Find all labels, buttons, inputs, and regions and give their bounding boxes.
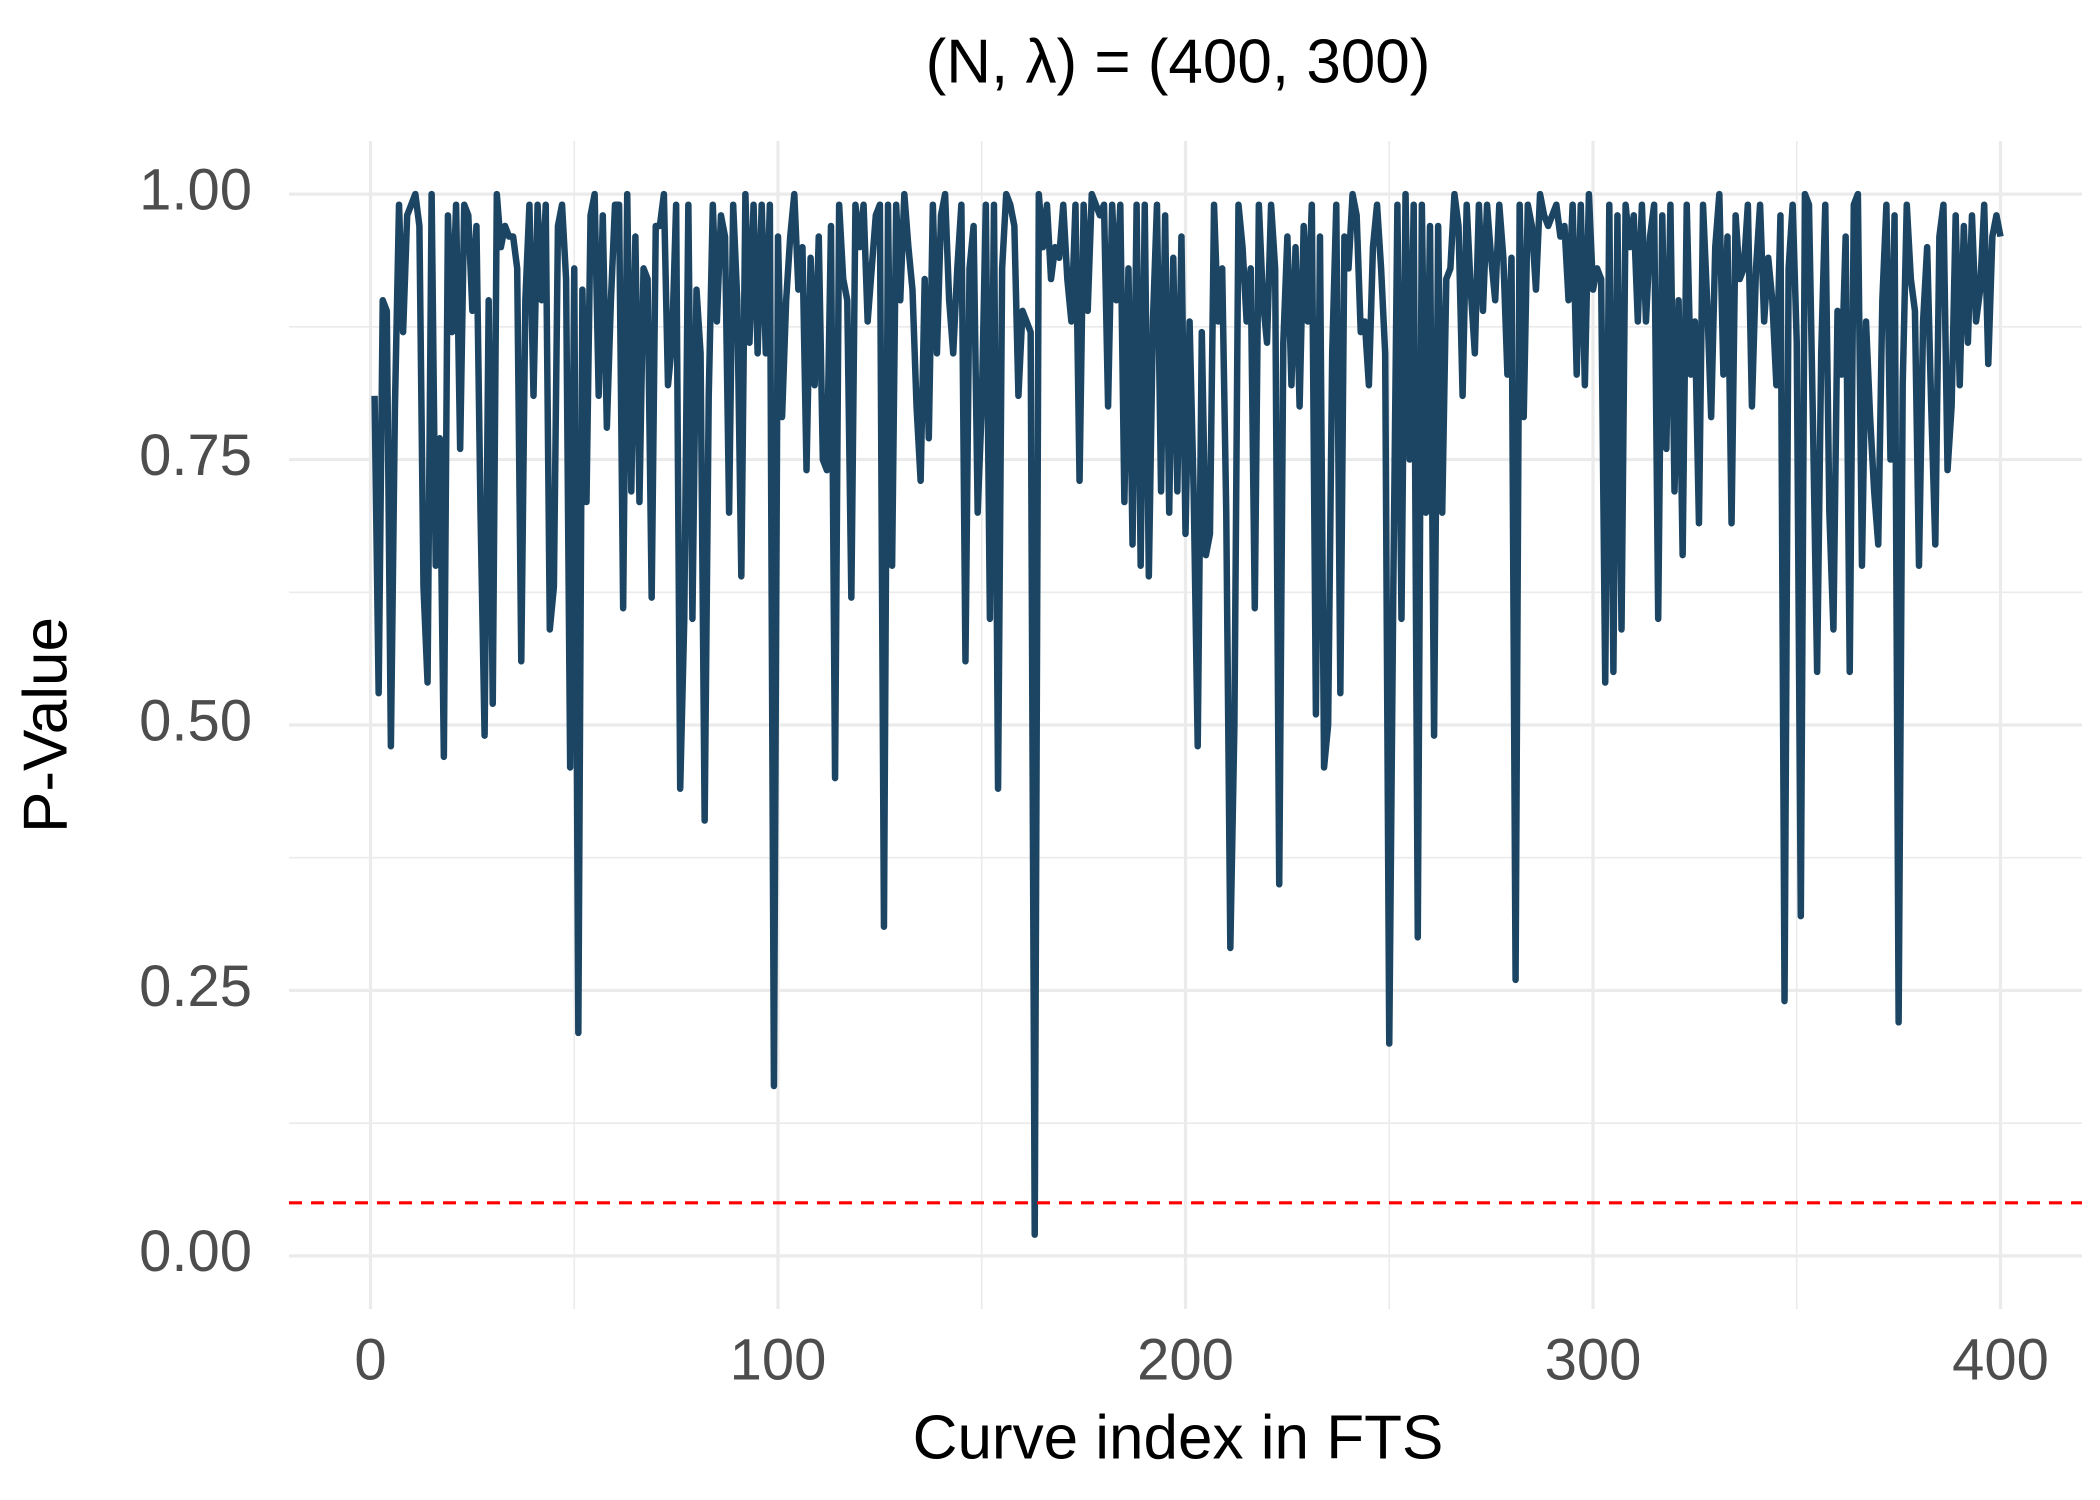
y-tick-label: 0.75 (139, 423, 252, 488)
y-tick-label: 1.00 (139, 157, 252, 222)
y-axis-title: P-Value (11, 617, 80, 833)
plot-marks (289, 190, 2082, 1238)
x-axis-title: Curve index in FTS (913, 1403, 1444, 1472)
x-tick-label: 100 (730, 1327, 827, 1392)
x-tick-label: 0 (354, 1327, 386, 1392)
x-tick-label: 300 (1545, 1327, 1642, 1392)
x-tick-label: 400 (1952, 1327, 2049, 1392)
y-tick-label: 0.25 (139, 954, 252, 1019)
y-tick-label: 0.50 (139, 688, 252, 753)
chart-title: (N, λ) = (400, 300) (926, 27, 1431, 96)
y-tick-label: 0.00 (139, 1219, 252, 1284)
x-tick-label: 200 (1137, 1327, 1234, 1392)
data-line (371, 190, 2004, 1238)
